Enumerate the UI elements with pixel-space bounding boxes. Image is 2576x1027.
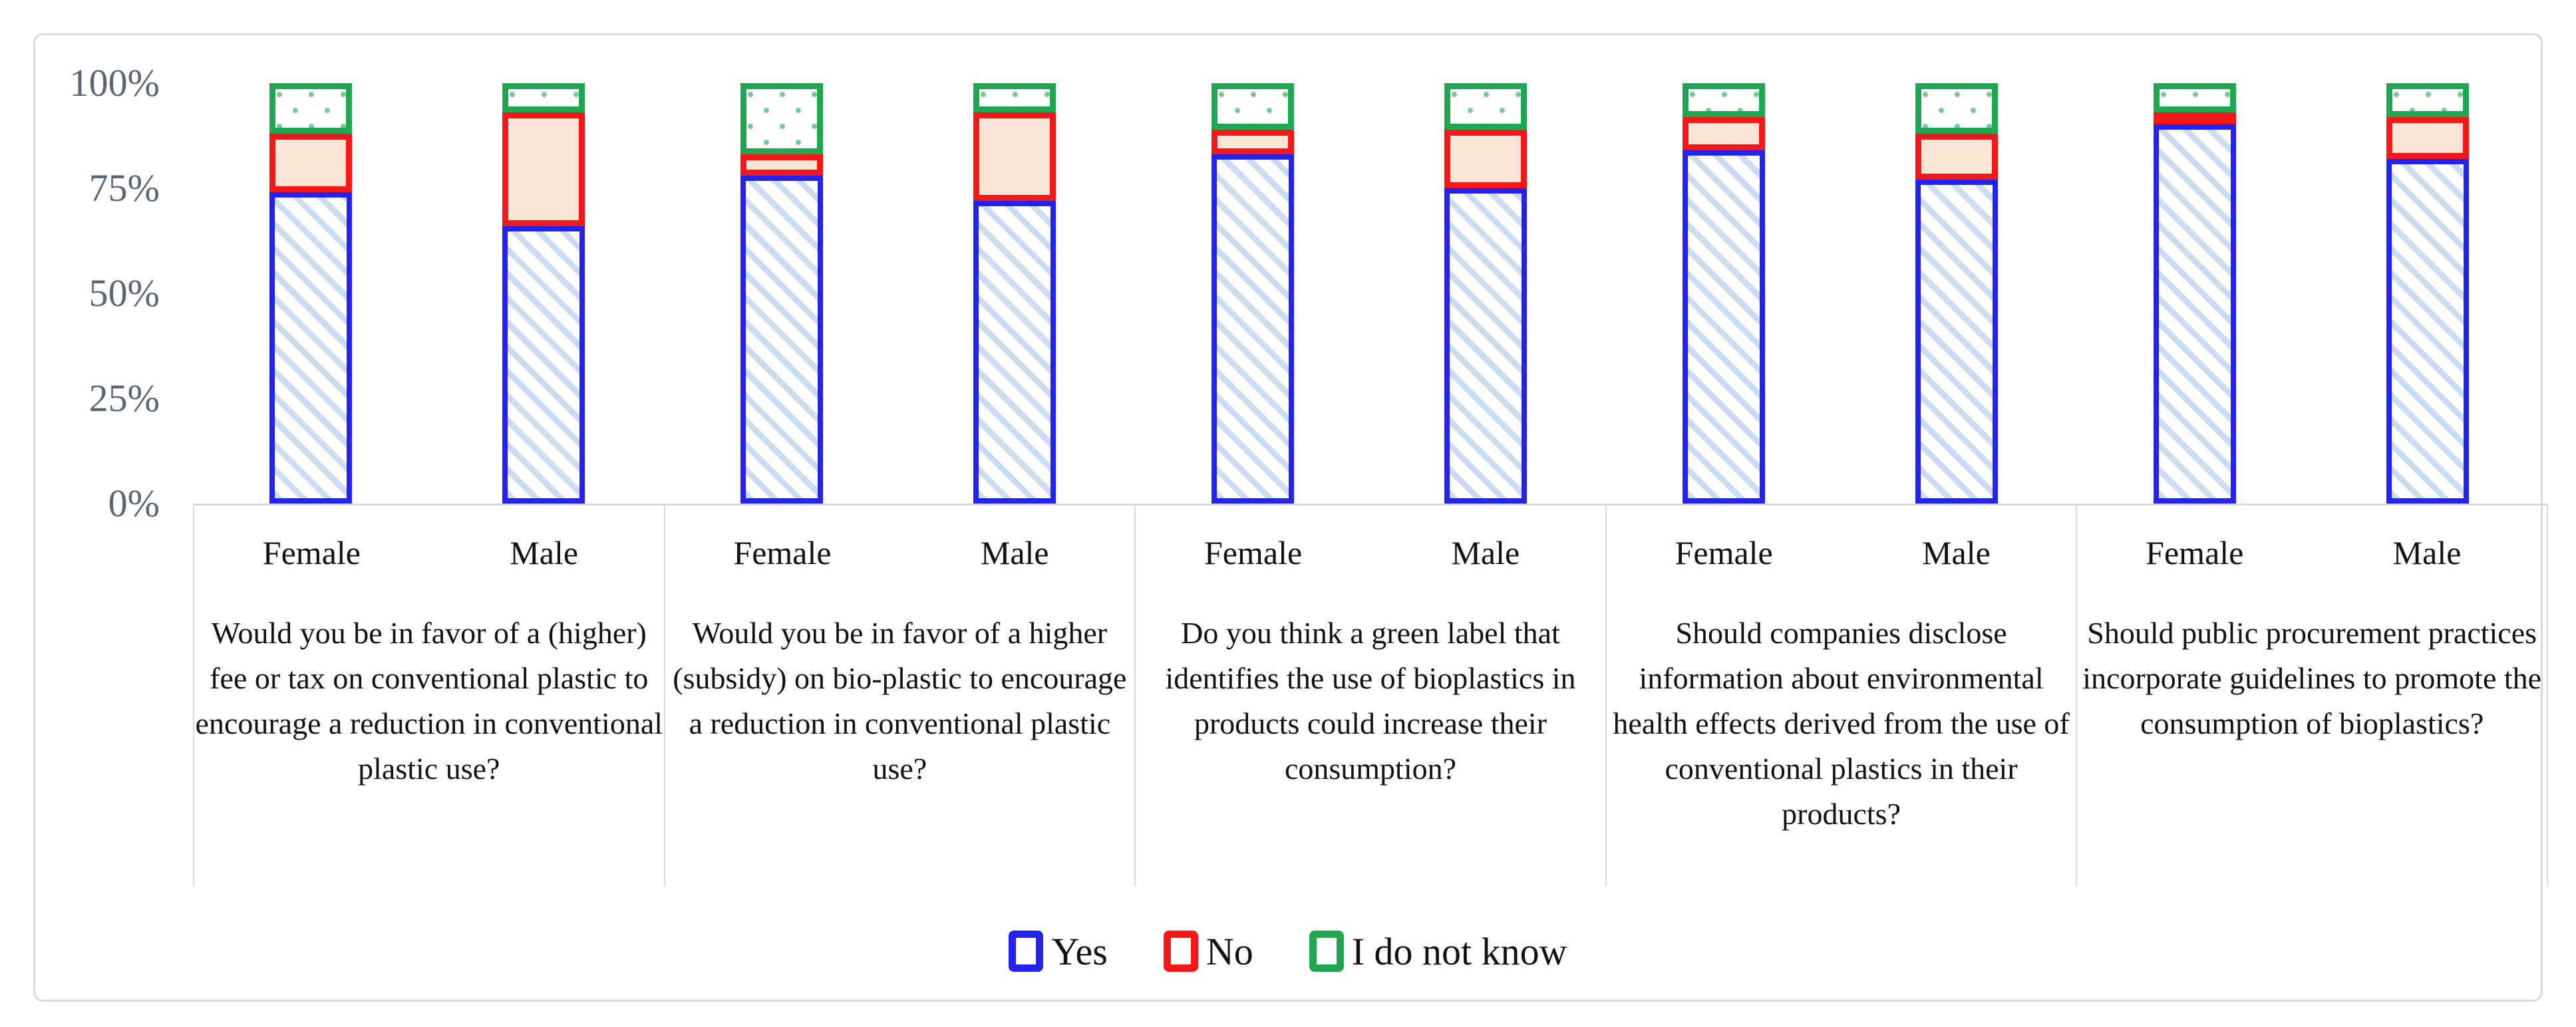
bar-segment-no — [502, 112, 585, 226]
bar-segment-no — [1915, 133, 1999, 180]
stacked-bar-female — [740, 83, 823, 504]
category-group-cell: Female Male Would you be in favor of a (hi… — [193, 506, 665, 886]
bar-segment-idk — [1444, 83, 1528, 130]
gender-label-female: Female — [1204, 534, 1303, 571]
stacked-bar-female — [2154, 83, 2236, 504]
question-label: Should companies disclose information ab… — [1613, 616, 2070, 831]
bar-segment-yes — [2154, 124, 2236, 504]
stacked-bar-female — [269, 83, 352, 504]
gender-label-female: Female — [262, 534, 361, 571]
bar-segment-yes — [1211, 154, 1294, 504]
gender-label-male: Male — [1922, 534, 1991, 571]
category-group-cell: Female Male Do you think a green label tha… — [1136, 506, 1607, 886]
bar-segment-yes — [973, 200, 1056, 504]
bar-group-cell — [1606, 83, 2077, 504]
gender-label-male: Male — [1451, 534, 1520, 571]
plot-area — [193, 83, 2548, 506]
legend-item-yes: Yes — [1009, 929, 1108, 974]
y-tick-label: 75% — [88, 166, 160, 210]
bar-segment-idk — [1683, 83, 1765, 117]
stacked-bar-female — [1211, 83, 1294, 504]
category-group-cell: Female Male Should companies disclose info… — [1607, 506, 2078, 886]
bar-segment-no — [973, 112, 1056, 201]
gender-label-male: Male — [2392, 534, 2462, 571]
bar-segment-no — [269, 133, 352, 193]
gender-label-male: Male — [510, 534, 579, 571]
question-label: Would you be in favor of a (higher) fee … — [195, 616, 663, 786]
question-label: Do you think a green label that identifi… — [1165, 616, 1576, 786]
y-tick-label: 25% — [88, 376, 160, 420]
bar-segment-no — [1211, 129, 1294, 155]
bar-segment-idk — [1211, 83, 1294, 130]
stacked-bar-male — [1915, 83, 1999, 504]
bar-segment-yes — [269, 192, 352, 504]
bar-segment-idk — [973, 83, 1056, 113]
legend-label: Yes — [1051, 929, 1108, 973]
legend-item-i-do-not-know: I do not know — [1309, 929, 1567, 974]
bar-segment-idk — [2386, 83, 2470, 117]
bar-group-cell — [2077, 83, 2548, 504]
y-tick-label: 0% — [108, 482, 160, 525]
stacked-bar-male — [502, 83, 585, 504]
bar-segment-no — [1444, 129, 1528, 188]
bar-group-cell — [1135, 83, 1606, 504]
category-group-cell: Female Male Would you be in favor of a hig… — [665, 506, 1136, 886]
legend-item-no: No — [1163, 929, 1253, 974]
y-axis: 100% 75% 50% 25% 0% — [27, 0, 160, 599]
gender-label-female: Female — [1675, 534, 1773, 571]
bar-segment-no — [2154, 112, 2236, 124]
bar-segment-yes — [1683, 150, 1765, 504]
stacked-bar-male — [1444, 83, 1528, 504]
gender-label-female: Female — [733, 534, 832, 571]
bar-group-cell — [664, 83, 1135, 504]
bar-segment-yes — [2386, 158, 2470, 504]
category-label-area: Female Male Would you be in favor of a (hi… — [193, 506, 2548, 886]
bar-segment-idk — [269, 83, 352, 134]
legend-swatch-icon — [1309, 931, 1344, 972]
bar-group-cell — [193, 83, 664, 504]
y-tick-label: 100% — [69, 61, 160, 104]
bar-segment-yes — [502, 225, 585, 504]
question-label: Should public procurement practices inco… — [2082, 616, 2542, 740]
legend: Yes No I do not know — [0, 919, 2576, 983]
legend-label: I do not know — [1351, 929, 1567, 973]
stacked-bar-male — [973, 83, 1056, 504]
gender-label-male: Male — [980, 534, 1049, 571]
category-group-cell: Female Male Should public procurement prac… — [2077, 506, 2548, 886]
legend-swatch-icon — [1163, 931, 1198, 972]
bar-segment-yes — [1915, 180, 1999, 504]
y-tick-label: 50% — [88, 271, 160, 315]
bar-segment-no — [1683, 116, 1765, 151]
bar-segment-no — [2386, 116, 2470, 159]
bar-segment-idk — [740, 83, 823, 155]
stacked-bar-male — [2386, 83, 2470, 504]
gender-label-female: Female — [2146, 534, 2244, 571]
stacked-bar-female — [1683, 83, 1765, 504]
bar-segment-idk — [1915, 83, 1999, 134]
bar-segment-yes — [740, 176, 823, 504]
bar-segment-idk — [2154, 83, 2236, 112]
question-label: Would you be in favor of a higher (subsi… — [673, 616, 1127, 786]
legend-swatch-icon — [1009, 931, 1044, 972]
legend-label: No — [1206, 929, 1253, 973]
bar-segment-no — [740, 154, 823, 176]
bar-segment-yes — [1444, 188, 1528, 504]
bar-segment-idk — [502, 83, 585, 113]
